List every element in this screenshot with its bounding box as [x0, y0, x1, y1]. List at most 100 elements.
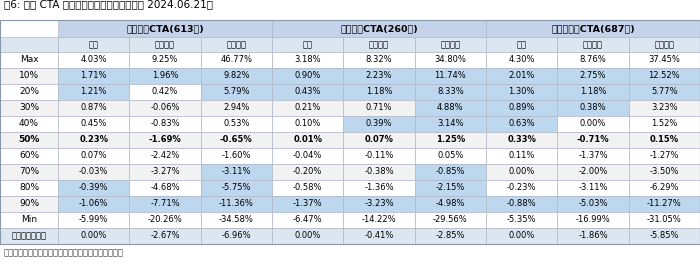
Text: -0.03%: -0.03%: [79, 168, 108, 177]
Bar: [343, 196, 414, 212]
Bar: [201, 100, 272, 116]
Bar: [557, 132, 629, 148]
Bar: [414, 68, 486, 84]
Text: -1.37%: -1.37%: [293, 200, 323, 208]
Bar: [414, 212, 486, 228]
Text: 最大回撤中位数: 最大回撤中位数: [11, 232, 46, 240]
Text: -1.37%: -1.37%: [578, 152, 608, 160]
Text: -1.36%: -1.36%: [364, 183, 394, 192]
Bar: [130, 228, 201, 244]
Bar: [0, 52, 58, 68]
Text: 1.25%: 1.25%: [435, 135, 465, 145]
Bar: [557, 196, 629, 212]
Bar: [343, 164, 414, 180]
Bar: [629, 212, 700, 228]
Text: 70%: 70%: [19, 168, 39, 177]
Text: 37.45%: 37.45%: [648, 56, 680, 64]
Text: 0.00%: 0.00%: [508, 232, 535, 240]
Bar: [414, 228, 486, 244]
Bar: [629, 52, 700, 68]
Text: 0.42%: 0.42%: [152, 88, 178, 96]
Bar: [130, 164, 201, 180]
Bar: [58, 148, 130, 164]
Text: 0.00%: 0.00%: [580, 120, 606, 128]
Bar: [557, 180, 629, 196]
Bar: [58, 20, 272, 37]
Text: 资料来源：私募排排网，国信证券经济研究所归纳整理: 资料来源：私募排排网，国信证券经济研究所归纳整理: [4, 249, 124, 257]
Text: -1.60%: -1.60%: [222, 152, 251, 160]
Text: 0.11%: 0.11%: [508, 152, 535, 160]
Text: 量化多策略CTA(687只): 量化多策略CTA(687只): [551, 24, 635, 33]
Bar: [272, 68, 343, 84]
Bar: [486, 116, 557, 132]
Bar: [414, 196, 486, 212]
Text: 0.10%: 0.10%: [295, 120, 321, 128]
Text: -14.22%: -14.22%: [362, 215, 396, 225]
Bar: [130, 196, 201, 212]
Text: 12.52%: 12.52%: [648, 71, 680, 81]
Bar: [201, 37, 272, 52]
Text: 2.23%: 2.23%: [365, 71, 392, 81]
Text: -5.99%: -5.99%: [79, 215, 108, 225]
Bar: [58, 212, 130, 228]
Text: -34.58%: -34.58%: [219, 215, 254, 225]
Text: 1.18%: 1.18%: [365, 88, 392, 96]
Text: 2.01%: 2.01%: [508, 71, 535, 81]
Bar: [0, 132, 58, 148]
Text: -3.27%: -3.27%: [150, 168, 180, 177]
Text: -1.86%: -1.86%: [578, 232, 608, 240]
Text: 0.21%: 0.21%: [295, 103, 321, 113]
Text: 0.53%: 0.53%: [223, 120, 250, 128]
Bar: [343, 68, 414, 84]
Text: 上周: 上周: [302, 40, 313, 49]
Text: 0.33%: 0.33%: [508, 135, 536, 145]
Text: -0.83%: -0.83%: [150, 120, 180, 128]
Text: -1.27%: -1.27%: [650, 152, 679, 160]
Text: -11.36%: -11.36%: [219, 200, 254, 208]
Text: 0.90%: 0.90%: [295, 71, 321, 81]
Bar: [272, 180, 343, 196]
Text: -11.27%: -11.27%: [647, 200, 682, 208]
Bar: [201, 148, 272, 164]
Bar: [343, 84, 414, 100]
Bar: [0, 100, 58, 116]
Text: 9.25%: 9.25%: [152, 56, 178, 64]
Bar: [0, 20, 58, 37]
Text: -6.47%: -6.47%: [293, 215, 323, 225]
Text: -5.35%: -5.35%: [507, 215, 536, 225]
Text: -2.15%: -2.15%: [435, 183, 465, 192]
Bar: [0, 68, 58, 84]
Text: -2.00%: -2.00%: [578, 168, 608, 177]
Text: 5.79%: 5.79%: [223, 88, 250, 96]
Bar: [58, 100, 130, 116]
Bar: [58, 37, 130, 52]
Text: 0.05%: 0.05%: [437, 152, 463, 160]
Text: 0.07%: 0.07%: [365, 135, 393, 145]
Text: 11.74%: 11.74%: [435, 71, 466, 81]
Bar: [272, 37, 343, 52]
Text: 0.07%: 0.07%: [80, 152, 107, 160]
Text: 0.87%: 0.87%: [80, 103, 107, 113]
Bar: [130, 180, 201, 196]
Bar: [557, 100, 629, 116]
Text: 2.75%: 2.75%: [580, 71, 606, 81]
Bar: [201, 180, 272, 196]
Bar: [486, 148, 557, 164]
Bar: [58, 196, 130, 212]
Bar: [414, 164, 486, 180]
Bar: [629, 132, 700, 148]
Text: 近一个月: 近一个月: [583, 40, 603, 49]
Bar: [486, 100, 557, 116]
Text: -3.23%: -3.23%: [364, 200, 394, 208]
Text: 3.23%: 3.23%: [651, 103, 678, 113]
Bar: [343, 100, 414, 116]
Bar: [414, 116, 486, 132]
Bar: [629, 84, 700, 100]
Text: -5.75%: -5.75%: [222, 183, 251, 192]
Bar: [557, 68, 629, 84]
Text: 30%: 30%: [19, 103, 39, 113]
Bar: [486, 20, 700, 37]
Text: 年初至今: 年初至今: [654, 40, 674, 49]
Bar: [272, 132, 343, 148]
Text: 4.30%: 4.30%: [508, 56, 535, 64]
